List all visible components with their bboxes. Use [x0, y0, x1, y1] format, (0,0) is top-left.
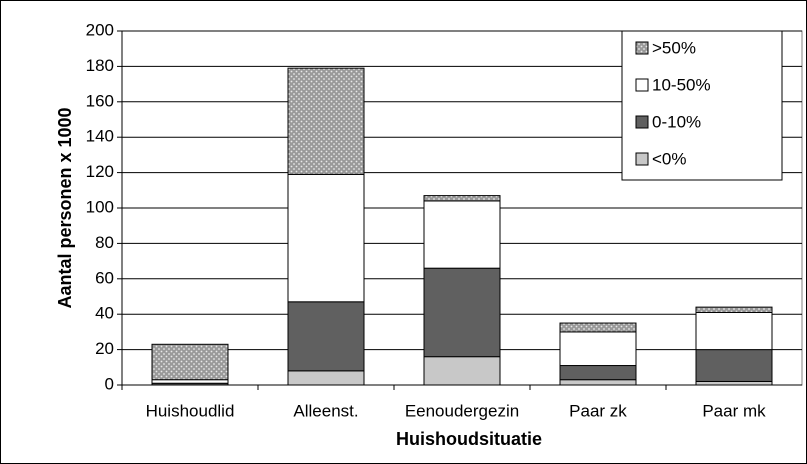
legend-label: <0%: [652, 149, 687, 168]
x-tick-label: Huishoudlid: [146, 401, 235, 420]
bar-segment: [151, 379, 229, 384]
bar-segment: [423, 267, 501, 358]
y-axis-title: Aantal personen x 1000: [55, 107, 75, 308]
bar-segment: [695, 311, 773, 351]
x-tick-label: Alleenst.: [293, 401, 358, 420]
x-tick-label: Paar zk: [569, 401, 627, 420]
legend-label: 0-10%: [652, 112, 701, 131]
bar-segment: [559, 379, 637, 386]
bar-segment: [151, 343, 229, 381]
bar-segment: [287, 370, 365, 386]
bar-segment: [695, 306, 773, 313]
y-tick-label: 120: [86, 162, 114, 181]
bar-segment: [559, 322, 637, 333]
bar-segment: [559, 331, 637, 367]
bar-segment: [287, 301, 365, 372]
legend-swatch: [635, 41, 649, 55]
bar-segment: [423, 356, 501, 386]
y-tick-label: 160: [86, 91, 114, 110]
y-tick-label: 80: [95, 233, 114, 252]
bar-segment: [423, 200, 501, 269]
y-tick-label: 20: [95, 339, 114, 358]
y-tick-label: 40: [95, 304, 114, 323]
legend-swatch: [635, 78, 649, 92]
legend-swatch: [635, 115, 649, 129]
x-tick-label: Paar mk: [702, 401, 766, 420]
y-tick-label: 200: [86, 20, 114, 39]
y-tick-label: 100: [86, 197, 114, 216]
bar-segment: [423, 195, 501, 202]
y-tick-label: 60: [95, 268, 114, 287]
legend-swatch: [635, 152, 649, 166]
bar-segment: [695, 349, 773, 382]
x-axis-title: Huishoudsituatie: [396, 429, 542, 449]
y-tick-label: 180: [86, 56, 114, 75]
y-tick-label: 0: [105, 374, 114, 393]
legend-label: 10-50%: [652, 75, 711, 94]
legend-box: [621, 30, 783, 181]
x-tick-label: Eenoudergezin: [405, 401, 519, 420]
legend-label: >50%: [652, 38, 696, 57]
bar-segment: [695, 380, 773, 386]
bar-segment: [287, 173, 365, 303]
y-tick-label: 140: [86, 127, 114, 146]
bar-segment: [287, 67, 365, 175]
bar-segment: [559, 365, 637, 381]
